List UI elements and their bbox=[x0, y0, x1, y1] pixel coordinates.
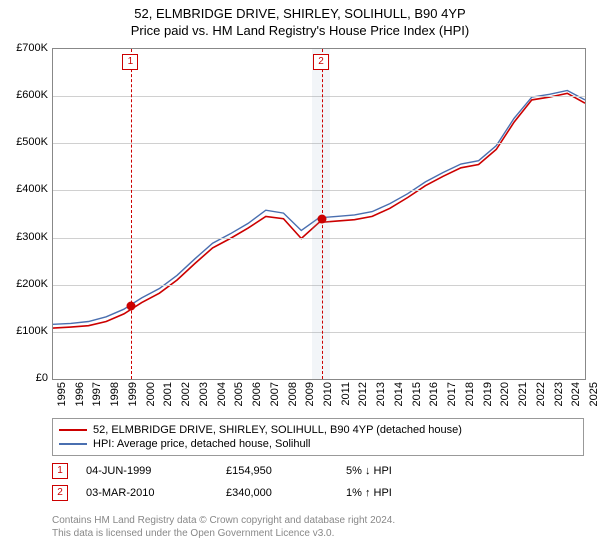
y-axis-label: £400K bbox=[16, 183, 48, 195]
x-axis-label: 2025 bbox=[588, 382, 600, 406]
x-axis-label: 2011 bbox=[340, 382, 352, 406]
x-axis-label: 2007 bbox=[269, 382, 281, 406]
legend-swatch bbox=[59, 443, 87, 445]
x-axis-label: 1999 bbox=[127, 382, 139, 406]
x-axis-label: 2002 bbox=[180, 382, 192, 406]
footer-attribution: Contains HM Land Registry data © Crown c… bbox=[52, 514, 584, 540]
x-axis-label: 2014 bbox=[393, 382, 405, 406]
legend-label: HPI: Average price, detached house, Soli… bbox=[93, 438, 311, 450]
sale-marker-icon: 2 bbox=[313, 54, 329, 70]
sale-marker-icon: 1 bbox=[122, 54, 138, 70]
footer-line: This data is licensed under the Open Gov… bbox=[52, 527, 584, 540]
legend-swatch bbox=[59, 429, 87, 431]
chart-container: 52, ELMBRIDGE DRIVE, SHIRLEY, SOLIHULL, … bbox=[0, 0, 600, 560]
y-axis-label: £0 bbox=[36, 372, 48, 384]
sale-marker-icon: 1 bbox=[52, 463, 68, 479]
x-axis-label: 2004 bbox=[216, 382, 228, 406]
x-axis-label: 2012 bbox=[357, 382, 369, 406]
x-axis-label: 2015 bbox=[411, 382, 423, 406]
table-row: 2 03-MAR-2010 £340,000 1% ↑ HPI bbox=[52, 482, 584, 504]
sale-price: £340,000 bbox=[226, 487, 346, 499]
plot-area bbox=[52, 48, 586, 380]
x-axis-label: 2010 bbox=[322, 382, 334, 406]
x-axis-label: 2022 bbox=[535, 382, 547, 406]
legend: 52, ELMBRIDGE DRIVE, SHIRLEY, SOLIHULL, … bbox=[52, 418, 584, 456]
y-axis-label: £500K bbox=[16, 136, 48, 148]
x-axis-label: 1996 bbox=[74, 382, 86, 406]
x-axis-label: 2023 bbox=[553, 382, 565, 406]
sale-date: 04-JUN-1999 bbox=[86, 465, 226, 477]
x-axis-label: 2003 bbox=[198, 382, 210, 406]
x-axis-label: 2017 bbox=[446, 382, 458, 406]
table-row: 1 04-JUN-1999 £154,950 5% ↓ HPI bbox=[52, 460, 584, 482]
y-axis-label: £700K bbox=[16, 42, 48, 54]
x-axis-label: 2009 bbox=[304, 382, 316, 406]
x-axis-label: 2008 bbox=[287, 382, 299, 406]
y-axis-label: £600K bbox=[16, 89, 48, 101]
y-axis-label: £300K bbox=[16, 231, 48, 243]
footer-line: Contains HM Land Registry data © Crown c… bbox=[52, 514, 584, 527]
x-axis-label: 2001 bbox=[162, 382, 174, 406]
sale-date: 03-MAR-2010 bbox=[86, 487, 226, 499]
y-axis-label: £200K bbox=[16, 278, 48, 290]
sale-delta: 1% ↑ HPI bbox=[346, 487, 466, 499]
sale-delta: 5% ↓ HPI bbox=[346, 465, 466, 477]
x-axis-label: 2006 bbox=[251, 382, 263, 406]
x-axis-label: 2021 bbox=[517, 382, 529, 406]
y-axis-label: £100K bbox=[16, 325, 48, 337]
x-axis-label: 1995 bbox=[56, 382, 68, 406]
legend-item: 52, ELMBRIDGE DRIVE, SHIRLEY, SOLIHULL, … bbox=[59, 423, 577, 437]
x-axis-label: 1998 bbox=[109, 382, 121, 406]
chart-subtitle: Price paid vs. HM Land Registry's House … bbox=[0, 21, 600, 42]
legend-item: HPI: Average price, detached house, Soli… bbox=[59, 437, 577, 451]
x-axis-label: 2020 bbox=[499, 382, 511, 406]
x-axis-label: 2016 bbox=[428, 382, 440, 406]
sale-marker-icon: 2 bbox=[52, 485, 68, 501]
chart-title: 52, ELMBRIDGE DRIVE, SHIRLEY, SOLIHULL, … bbox=[0, 0, 600, 21]
x-axis-label: 2018 bbox=[464, 382, 476, 406]
x-axis-label: 2000 bbox=[145, 382, 157, 406]
x-axis-label: 2024 bbox=[570, 382, 582, 406]
sales-table: 1 04-JUN-1999 £154,950 5% ↓ HPI 2 03-MAR… bbox=[52, 460, 584, 504]
x-axis-label: 1997 bbox=[91, 382, 103, 406]
x-axis-label: 2013 bbox=[375, 382, 387, 406]
x-axis-label: 2005 bbox=[233, 382, 245, 406]
x-axis-label: 2019 bbox=[482, 382, 494, 406]
sale-price: £154,950 bbox=[226, 465, 346, 477]
legend-label: 52, ELMBRIDGE DRIVE, SHIRLEY, SOLIHULL, … bbox=[93, 424, 462, 436]
